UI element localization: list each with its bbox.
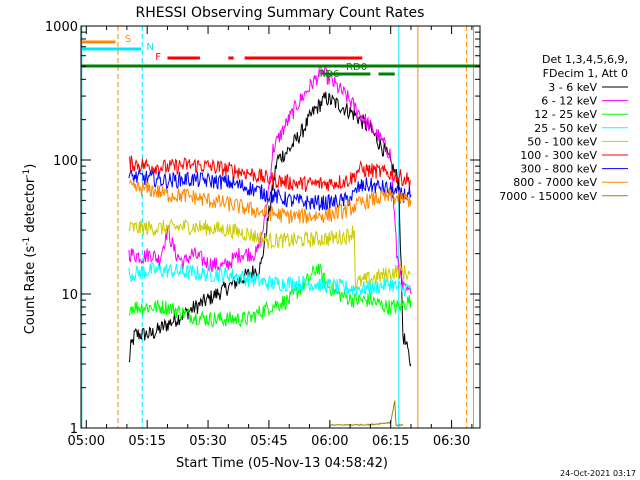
x-tick-label-5: 06:15 bbox=[372, 434, 409, 449]
chart-title: RHESSI Observing Summary Count Rates bbox=[136, 5, 425, 21]
series-line-8 bbox=[329, 400, 404, 427]
y-tick-label-1: 10 bbox=[61, 288, 78, 303]
legend-header-line-1: Det 1,3,4,5,6,9, bbox=[542, 53, 628, 66]
x-tick-label-6: 06:30 bbox=[433, 434, 470, 449]
legend: Det 1,3,4,5,6,9, FDecim 1, Att 0 3 - 6 k… bbox=[499, 53, 628, 203]
legend-label-7: 800 - 7000 keV bbox=[513, 176, 597, 189]
series-line-6 bbox=[128, 169, 412, 211]
y-tick-label-3: 1000 bbox=[45, 20, 78, 35]
legend-label-0: 3 - 6 keV bbox=[548, 81, 597, 94]
x-tick-label-1: 05:15 bbox=[128, 434, 165, 449]
legend-label-4: 50 - 100 keV bbox=[527, 135, 597, 148]
legend-label-2: 12 - 25 keV bbox=[534, 108, 597, 121]
flag-rd0-label: RD0 bbox=[346, 62, 367, 73]
x-tick-label-4: 06:00 bbox=[311, 434, 348, 449]
series-layer bbox=[128, 65, 412, 427]
flags-layer: S N F RD0 RD6 bbox=[81, 34, 480, 80]
legend-label-3: 25 - 50 keV bbox=[534, 122, 597, 135]
flag-rd6-label: RD6 bbox=[318, 69, 339, 80]
flag-f-label: F bbox=[155, 52, 161, 63]
y-axis-label-sup1: -1 bbox=[22, 237, 32, 246]
y-axis-label-mid: detector bbox=[23, 177, 38, 237]
axes-layer: 05:00 05:15 05:30 05:45 06:00 06:15 06:30 1 10 10… bbox=[45, 20, 480, 449]
series-line-3 bbox=[128, 262, 412, 297]
legend-label-6: 300 - 800 keV bbox=[520, 163, 597, 176]
legend-label-1: 6 - 12 keV bbox=[541, 95, 597, 108]
legend-label-5: 100 - 300 keV bbox=[520, 149, 597, 162]
series-line-2 bbox=[128, 263, 412, 328]
x-tick-label-0: 05:00 bbox=[68, 434, 105, 449]
x-tick-label-2: 05:30 bbox=[189, 434, 226, 449]
y-tick-label-2: 100 bbox=[53, 154, 78, 169]
x-tick-label-3: 05:45 bbox=[250, 434, 287, 449]
y-axis-label-main: Count Rate (s bbox=[23, 246, 38, 335]
series-line-4 bbox=[128, 218, 412, 289]
legend-label-8: 7000 - 15000 keV bbox=[499, 190, 597, 203]
series-line-7 bbox=[128, 179, 412, 225]
series-line-0 bbox=[128, 91, 412, 368]
flag-s-label: S bbox=[125, 34, 131, 45]
y-axis-label-sup2: -1 bbox=[22, 169, 32, 178]
x-axis-label: Start Time (05-Nov-13 04:58:42) bbox=[176, 456, 388, 471]
flag-n-label: N bbox=[146, 42, 153, 53]
y-axis-label-end: ) bbox=[23, 164, 38, 169]
y-tick-label-0: 1 bbox=[70, 422, 78, 437]
series-line-1 bbox=[128, 65, 412, 295]
series-line-5 bbox=[128, 155, 412, 192]
y-axis-label: Count Rate (s-1 detector-1) bbox=[22, 164, 38, 335]
footer-date: 24-Oct-2021 03:17 bbox=[560, 469, 636, 478]
plot-frame bbox=[80, 25, 481, 429]
legend-header-line-2: FDecim 1, Att 0 bbox=[543, 67, 628, 80]
